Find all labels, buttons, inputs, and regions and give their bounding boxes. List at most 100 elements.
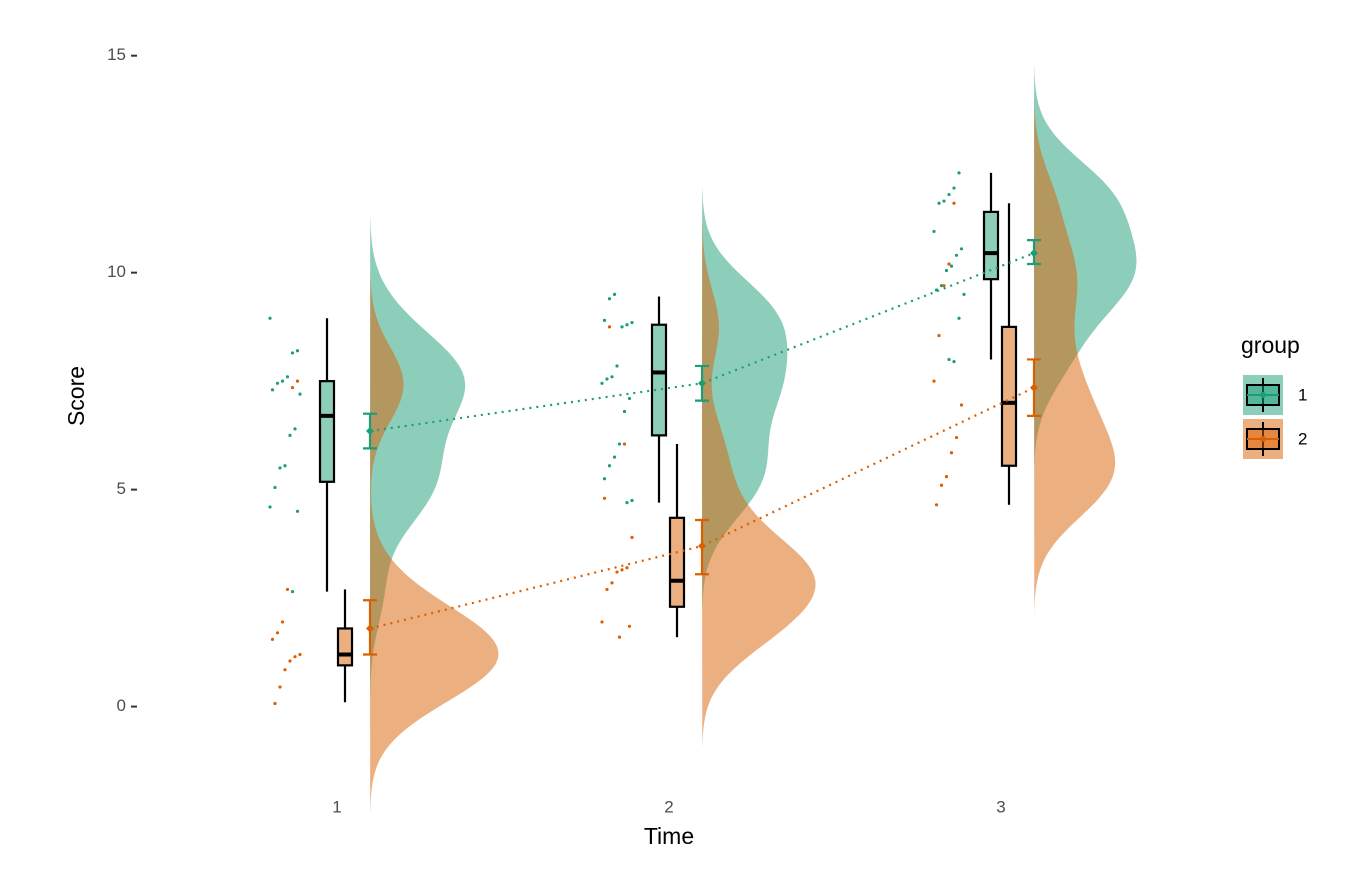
point [293,427,297,431]
y-tick-label: 5 [117,479,126,498]
point [602,496,607,500]
x-tick-label: 3 [996,797,1005,816]
box [982,210,1000,281]
point [288,433,292,437]
point [952,360,956,364]
point [605,587,609,592]
point [630,320,634,325]
point [610,375,614,379]
point [610,581,614,585]
point [934,503,939,507]
point [939,483,944,487]
point [268,316,272,320]
point [622,409,627,414]
point [942,284,946,288]
point [278,466,282,470]
point [952,201,956,205]
point [620,568,624,572]
point [625,501,629,505]
point [932,379,936,383]
point [627,396,632,401]
point [959,247,964,251]
point [957,171,961,175]
point [605,377,609,381]
point [280,620,285,624]
point [949,264,954,268]
point [939,284,944,288]
point [937,333,941,338]
point [285,375,290,379]
point [275,381,280,385]
mean-marker [698,379,706,388]
point [607,325,612,329]
mean-marker [366,624,374,633]
point [954,435,959,440]
point [273,485,277,490]
point [298,392,302,396]
point [957,316,961,320]
point [944,268,949,273]
point [280,379,285,383]
point [954,253,959,257]
point [622,442,627,446]
point [612,292,617,296]
y-tick-label: 10 [107,262,126,281]
point [295,379,300,383]
point [612,455,617,459]
point [937,201,941,205]
point [627,624,632,628]
point [617,442,622,446]
legend-key [1260,436,1266,442]
box [1000,325,1018,467]
box [650,323,668,437]
point [290,386,295,390]
density [370,270,499,815]
point [278,685,282,689]
density [1034,92,1116,616]
point [947,192,951,197]
y-tick-label: 0 [117,696,126,715]
point [298,652,302,657]
point [620,325,624,329]
point [959,403,964,407]
point [947,357,951,362]
point [600,381,604,385]
point [273,701,277,706]
legend-label: 1 [1298,385,1307,404]
x-axis-title: Time [644,823,694,849]
point [268,505,272,509]
mean-marker [1030,249,1038,258]
box [318,380,336,483]
point [615,364,619,368]
density [370,207,466,703]
point [932,229,936,234]
point [944,474,949,479]
point [607,464,612,468]
box [336,627,354,667]
point [947,262,951,266]
x-tick-label: 2 [664,797,673,816]
point [283,668,287,672]
point [630,535,634,539]
point [625,323,629,327]
point [617,635,622,639]
point [625,566,629,570]
point [285,587,290,592]
y-tick-label: 15 [107,45,126,64]
point [295,349,300,353]
mean-marker [1030,383,1038,392]
density [702,216,816,748]
point [290,351,295,355]
point [630,498,634,503]
point [288,659,292,663]
point [295,509,300,513]
point [600,620,604,624]
point [290,589,295,594]
point [942,199,946,203]
box [668,516,686,608]
point [602,477,607,481]
point [293,655,297,659]
mean-marker [698,542,706,551]
x-tick-label: 1 [332,797,341,816]
